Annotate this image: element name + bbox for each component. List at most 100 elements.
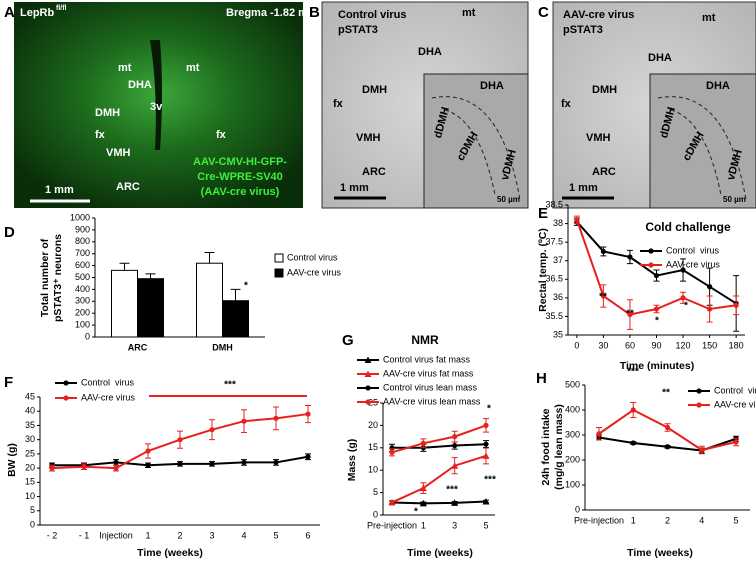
y-tick-label: 35	[553, 329, 563, 339]
y-tick-label: 900	[75, 224, 90, 234]
image-label: 50 µm	[723, 195, 746, 204]
x-tick-label: 180	[729, 340, 744, 350]
y-tick-label: 0	[575, 504, 580, 514]
marker	[209, 461, 215, 467]
x-tick-label: - 2	[47, 530, 58, 540]
y-tick-label: 30	[25, 434, 35, 444]
image-label: fx	[333, 98, 344, 110]
image-label: fl/fl	[56, 5, 67, 12]
x-tick-label: 4	[699, 515, 704, 525]
y-tick-label: 38	[553, 218, 563, 228]
marker	[364, 370, 372, 377]
x-tick-label: 60	[625, 340, 635, 350]
annotation: ***	[224, 380, 236, 391]
series-line	[391, 424, 487, 454]
y-tick-label: 600	[75, 260, 90, 270]
x-tick-label: 2	[177, 530, 182, 540]
annotation: *	[487, 404, 491, 415]
x-axis-label: Time (weeks)	[137, 547, 203, 559]
bar	[137, 278, 164, 338]
y-tick-label: 5	[30, 505, 35, 515]
marker	[452, 434, 458, 440]
annotation: *	[684, 301, 688, 312]
image-label: mt	[702, 12, 716, 24]
panel-letter: D	[4, 224, 15, 241]
y-axis-label: Rectal temp. (ºC)	[537, 228, 549, 312]
y-tick-label: 200	[75, 308, 90, 318]
x-tick-label: DMH	[212, 342, 233, 352]
bar	[222, 300, 249, 338]
marker	[365, 385, 371, 391]
y-tick-label: 0	[30, 519, 35, 529]
bar	[111, 269, 138, 338]
marker	[145, 448, 151, 454]
x-tick-label: 5	[483, 520, 488, 530]
marker	[49, 465, 55, 471]
y-tick-label: 45	[25, 391, 35, 401]
y-tick-label: 20	[25, 462, 35, 472]
marker	[596, 431, 602, 437]
y-tick-label: 500	[565, 379, 580, 389]
inset-outline	[657, 96, 747, 201]
panel-letter: A	[4, 4, 15, 21]
image-label: DMH	[592, 84, 617, 96]
y-tick-label: 15	[368, 442, 378, 452]
x-axis-label: Time (weeks)	[407, 547, 473, 559]
image-label: DHA	[128, 79, 152, 91]
error-bar	[119, 262, 130, 271]
marker	[113, 459, 119, 466]
y-tick-label: 10	[25, 491, 35, 501]
y-tick-label: 15	[25, 477, 35, 487]
image-c-labels: AAV-cre virus pSTAT3 mt DHA DMH fx VMH A…	[561, 9, 746, 204]
panel-letter: E	[538, 205, 548, 222]
y-tick-label: 300	[75, 296, 90, 306]
x-tick-label: 150	[702, 340, 717, 350]
y-axis-label: BW (g)	[6, 443, 18, 477]
image-label: DMH	[362, 84, 387, 96]
legend-label: Control virus	[714, 385, 756, 395]
marker	[627, 254, 633, 260]
marker	[680, 295, 686, 301]
y-tick-label: 35.5	[545, 311, 563, 321]
x-tick-label: 1	[145, 530, 150, 540]
marker	[600, 293, 607, 299]
y-tick-label: 38.5	[545, 199, 563, 209]
marker	[648, 248, 654, 254]
image-label: VMH	[106, 147, 131, 159]
annotation: *	[414, 507, 418, 518]
annotation: **	[662, 388, 670, 399]
chart-title: NMR	[411, 333, 439, 347]
y-tick-label: 700	[75, 248, 90, 258]
legend-label: AAV-cre virus	[666, 259, 720, 269]
y-tick-label: 100	[75, 319, 90, 329]
marker	[81, 464, 87, 470]
marker	[630, 407, 636, 413]
marker	[451, 499, 459, 506]
marker	[113, 465, 119, 471]
marker	[574, 217, 580, 223]
error-bar	[230, 288, 241, 301]
y-tick-label: 25	[25, 448, 35, 458]
y-tick-label: 500	[75, 272, 90, 282]
image-label: VMH	[356, 132, 381, 144]
marker	[653, 306, 660, 312]
marker	[653, 272, 660, 279]
image-label: fx	[561, 98, 572, 110]
legend-label: AAV-cre virus fat mass	[383, 368, 474, 378]
y-tick-label: 800	[75, 236, 90, 246]
y-tick-label: 35	[25, 420, 35, 430]
annotation: ***	[627, 367, 639, 378]
legend-label: Control virus fat mass	[383, 354, 471, 364]
marker	[664, 444, 671, 450]
y-tick-label: 0	[373, 509, 378, 519]
y-tick-label: 36.5	[545, 274, 563, 284]
ventricle	[150, 40, 162, 150]
image-label: mt	[462, 7, 476, 19]
marker	[388, 498, 396, 506]
marker	[483, 422, 489, 428]
y-tick-label: 10	[368, 465, 378, 475]
marker	[600, 248, 607, 255]
image-label: mt	[186, 62, 200, 74]
marker	[145, 462, 151, 468]
image-label: DHA	[418, 46, 442, 58]
